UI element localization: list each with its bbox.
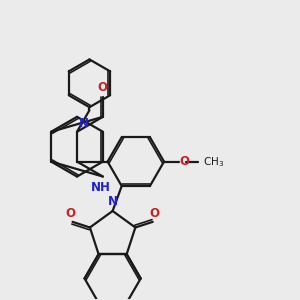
Text: O: O bbox=[98, 81, 108, 94]
Text: O: O bbox=[150, 207, 160, 220]
Text: CH$_3$: CH$_3$ bbox=[203, 155, 224, 169]
Text: O: O bbox=[180, 155, 190, 168]
Text: O: O bbox=[66, 207, 76, 220]
Text: N: N bbox=[79, 117, 89, 130]
Text: NH: NH bbox=[91, 181, 111, 194]
Text: N: N bbox=[108, 195, 118, 208]
